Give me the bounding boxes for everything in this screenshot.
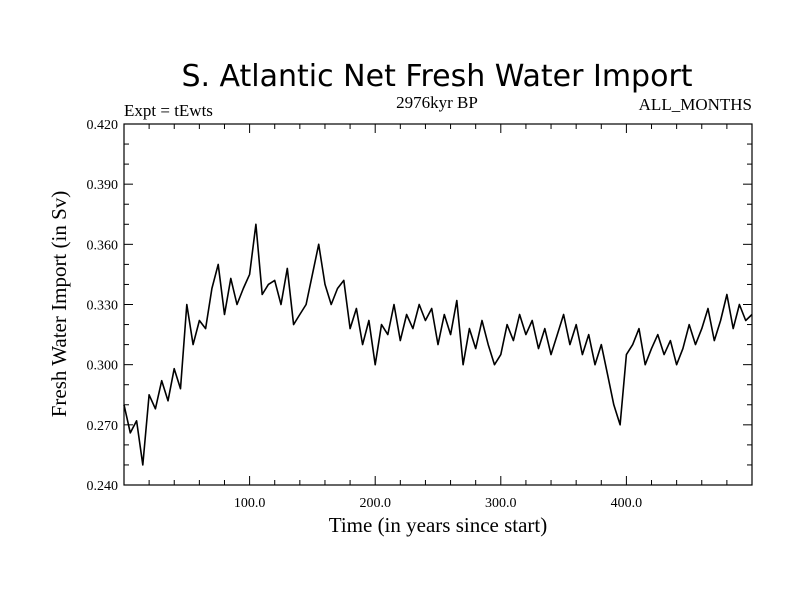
x-tick-label: 400.0 [611,496,643,511]
y-axis-ticks: 0.240 0.270 0.300 0.330 0.360 0.390 0.420 [87,118,752,494]
series-line [123,223,753,466]
months-label: ALL_MONTHS [639,95,752,114]
y-axis-label: Fresh Water Import (in Sv) [47,191,71,418]
period-label: 2976kyr BP [396,93,478,112]
plot-frame [123,123,753,486]
x-tick-label: 100.0 [234,496,266,511]
experiment-label: Expt = tEwts [124,101,213,120]
y-tick-label: 0.360 [87,238,119,253]
x-axis-ticks: 100.0 200.0 300.0 400.0 [148,124,728,511]
y-tick-label: 0.240 [87,479,119,494]
y-tick-label: 0.420 [87,118,119,133]
x-tick-label: 200.0 [359,496,391,511]
y-tick-label: 0.300 [87,359,119,374]
y-tick-label: 0.390 [87,178,119,193]
x-tick-label: 300.0 [485,496,517,511]
y-tick-label: 0.330 [87,299,119,314]
x-axis-label: Time (in years since start) [329,513,548,537]
chart-title: S. Atlantic Net Fresh Water Import [181,59,692,94]
y-tick-label: 0.270 [87,419,119,434]
